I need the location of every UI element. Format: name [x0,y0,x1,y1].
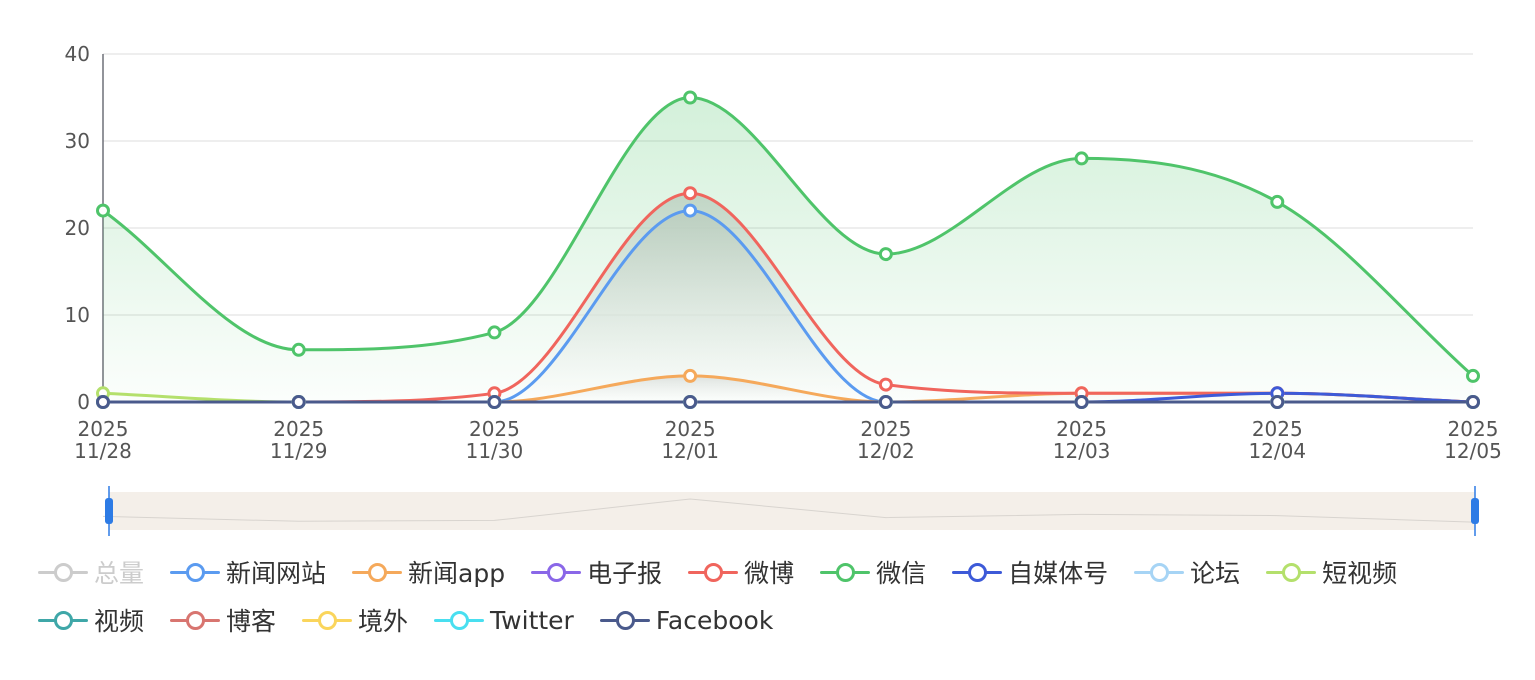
x-tick-label: 2025 [1252,417,1303,441]
chart-canvas: 010203040202511/28202511/29202511/302025… [65,42,1502,536]
x-tick-label: 11/29 [270,439,328,463]
data-point [96,395,110,409]
legend-label: 微信 [876,559,927,588]
legend-item[interactable]: Facebook [599,605,774,635]
legend-item[interactable]: 电子报 [531,554,662,590]
legend-item[interactable]: 自媒体号 [952,554,1108,590]
legend-label: 博客 [226,607,277,636]
legend-item[interactable]: 博客 [170,602,276,638]
legend-marker-icon [688,562,739,582]
y-tick-label: 10 [65,303,90,327]
data-point [683,90,698,105]
legend-item[interactable]: 论坛 [1134,554,1240,590]
data-point [1074,151,1089,166]
legend-label: 总量 [94,559,145,588]
legend-item[interactable]: 微信 [820,554,926,590]
legend-marker-icon [1266,562,1317,582]
data-point [291,342,306,357]
legend-marker-icon [38,610,88,630]
data-point [683,395,698,409]
legend-item[interactable]: 微博 [688,554,794,590]
data-point [1270,194,1285,209]
zoom-handle[interactable] [105,498,113,524]
data-point [683,186,698,201]
x-tick-label: 2025 [273,417,324,441]
zoom-handle[interactable] [1471,498,1479,524]
data-point [1466,368,1480,383]
chart-legend: 总量 新闻网站 新闻app 电子报 微博 微信 自媒体号 论坛 短视频视频 博客 境外 Twitter… [38,548,1518,644]
legend-row: 视频 博客 境外 Twitter Facebook [38,596,1518,644]
data-point [878,247,893,262]
data-point [487,325,502,340]
x-tick-label: 12/05 [1444,439,1502,463]
legend-label: 自媒体号 [1008,559,1109,588]
data-point [96,203,110,218]
zoom-slider-track [109,492,1475,530]
legend-label: 电子报 [587,559,663,588]
x-tick-label: 2025 [1448,417,1499,441]
legend-item[interactable]: 新闻网站 [170,554,326,590]
data-point [1466,395,1480,409]
legend-label: 新闻app [408,559,506,588]
legend-marker-icon [38,562,88,582]
legend-item[interactable]: 境外 [302,602,408,638]
legend-marker-icon [170,562,221,582]
zoom-slider-preview [102,498,1474,523]
legend-label: 短视频 [1322,559,1398,588]
x-tick-label: 2025 [860,417,911,441]
y-tick-label: 20 [65,216,90,240]
y-tick-label: 0 [77,390,90,414]
data-point [683,203,698,218]
data-point [487,395,502,409]
series-area [103,97,1473,402]
y-tick-label: 30 [65,129,90,153]
data-point [1270,395,1285,409]
series-line [102,96,1474,378]
legend-item[interactable]: Twitter [434,606,574,635]
legend-row: 总量 新闻网站 新闻app 电子报 微博 微信 自媒体号 论坛 短视频 [38,548,1518,596]
legend-marker-icon [531,562,582,582]
x-tick-label: 11/28 [74,439,132,463]
x-tick-label: 2025 [469,417,520,441]
x-tick-label: 11/30 [466,439,524,463]
x-tick-label: 2025 [665,417,716,441]
legend-marker-icon [952,562,1003,582]
data-point [878,395,893,409]
legend-item[interactable]: 新闻app [352,554,505,590]
x-tick-label: 2025 [1056,417,1107,441]
legend-marker-icon [820,562,871,582]
legend-marker-icon [352,562,403,582]
x-tick-label: 12/04 [1248,439,1306,463]
data-point [1074,395,1089,409]
legend-label: Twitter [490,605,574,635]
data-point [291,395,306,409]
data-point [683,368,698,383]
legend-item[interactable]: 短视频 [1266,554,1397,590]
legend-label: 论坛 [1190,559,1241,588]
legend-label: 视频 [94,607,145,636]
x-tick-label: 12/02 [857,439,915,463]
y-tick-label: 40 [65,42,90,66]
legend-item[interactable]: 总量 [38,554,144,590]
legend-marker-icon [1134,562,1185,582]
legend-label: Facebook [655,605,774,635]
legend-marker-icon [170,610,221,630]
legend-label: 微博 [744,559,795,588]
x-tick-label: 2025 [78,417,129,441]
x-tick-label: 12/01 [661,439,719,463]
legend-marker-icon [302,610,353,630]
legend-label: 新闻网站 [226,559,327,588]
line-chart: 0 10 20 30 40 2025 11/28 2025 11/29 2025 11/30 2025… [65,42,1502,536]
data-point [878,377,893,392]
legend-marker-icon [434,610,485,630]
legend-item[interactable]: 视频 [38,602,144,638]
x-tick-label: 12/03 [1053,439,1111,463]
legend-label: 境外 [358,607,409,636]
legend-marker-icon [599,610,650,630]
